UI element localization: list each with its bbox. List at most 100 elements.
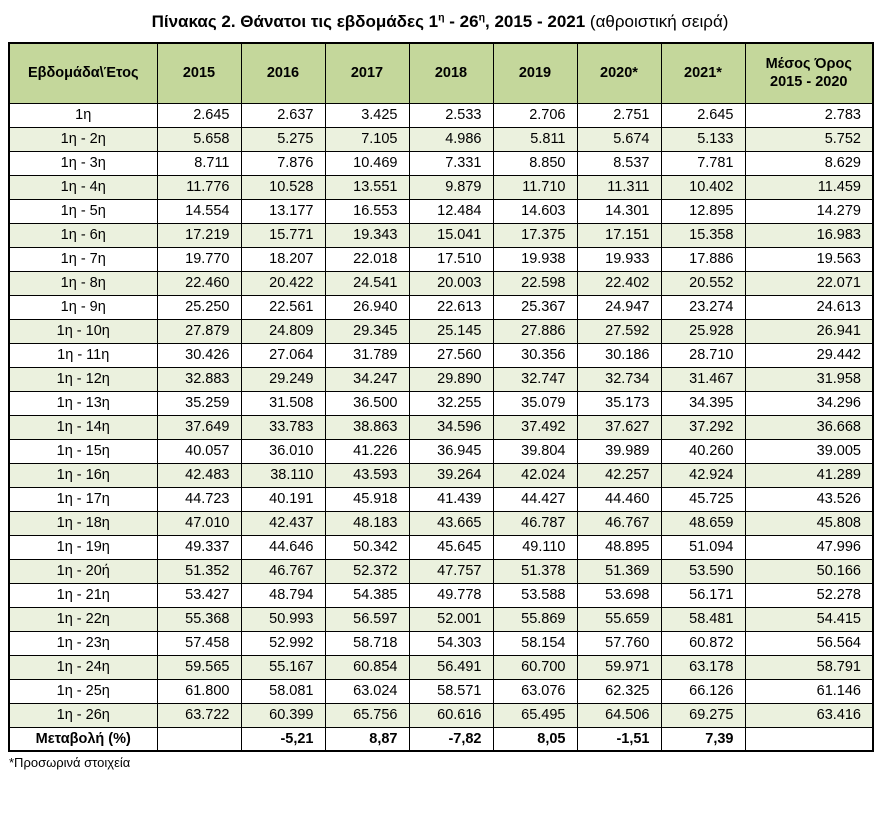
value-cell: 58.571	[408, 678, 494, 704]
value-cell: 27.560	[408, 342, 494, 368]
table-row: 1η - 25η 61.800 58.081 63.024 58.571 63.076 62…	[8, 678, 874, 704]
table-row: 1η - 26η 63.722 60.399 65.756 60.616 65.495 64…	[8, 702, 874, 728]
value-cell: 32.747	[492, 366, 578, 392]
value-cell: 14.554	[156, 198, 242, 224]
value-cell: 26.940	[324, 294, 410, 320]
value-cell: 8.537	[576, 150, 662, 176]
value-cell: 11.311	[576, 174, 662, 200]
value-cell: 43.526	[744, 486, 874, 512]
row-label: 1η - 18η	[8, 510, 158, 536]
value-cell: 41.289	[744, 462, 874, 488]
value-cell: 55.368	[156, 606, 242, 632]
value-cell: 38.110	[240, 462, 326, 488]
value-cell: 46.767	[576, 510, 662, 536]
row-label: 1η - 19η	[8, 534, 158, 560]
value-cell: 52.001	[408, 606, 494, 632]
table-row: 1η - 11η 30.426 27.064 31.789 27.560 30.356 30…	[8, 342, 874, 368]
value-cell: 32.734	[576, 366, 662, 392]
table-row: 1η - 20ή 51.352 46.767 52.372 47.757 51.378 51…	[8, 558, 874, 584]
value-cell: 60.872	[660, 630, 746, 656]
table-row: 1η - 2η 5.658 5.275 7.105 4.986 5.811 5.674 5.1…	[8, 126, 874, 152]
value-cell: 62.325	[576, 678, 662, 704]
value-cell: 27.886	[492, 318, 578, 344]
value-cell: 49.337	[156, 534, 242, 560]
value-cell: 48.183	[324, 510, 410, 536]
value-cell: 25.928	[660, 318, 746, 344]
value-cell: 32.883	[156, 366, 242, 392]
value-cell: 5.811	[492, 126, 578, 152]
value-cell: 57.760	[576, 630, 662, 656]
value-cell: 48.794	[240, 582, 326, 608]
value-cell: 53.588	[492, 582, 578, 608]
value-cell: 56.491	[408, 654, 494, 680]
value-cell: 54.385	[324, 582, 410, 608]
value-cell: 27.879	[156, 318, 242, 344]
value-cell: 14.301	[576, 198, 662, 224]
table-row: 1η - 24η 59.565 55.167 60.854 56.491 60.700 59…	[8, 654, 874, 680]
row-label: 1η - 25η	[8, 678, 158, 704]
value-cell: 46.787	[492, 510, 578, 536]
value-cell: 50.993	[240, 606, 326, 632]
value-cell: 17.510	[408, 246, 494, 272]
value-cell: 69.275	[660, 702, 746, 728]
table-row: 1η - 4η 11.776 10.528 13.551 9.879 11.710 11.3…	[8, 174, 874, 200]
value-cell: 20.552	[660, 270, 746, 296]
value-cell: 15.771	[240, 222, 326, 248]
row-label: 1η - 12η	[8, 366, 158, 392]
value-cell: 22.460	[156, 270, 242, 296]
value-cell: 32.255	[408, 390, 494, 416]
value-cell: 11.459	[744, 174, 874, 200]
value-cell: 16.553	[324, 198, 410, 224]
value-cell: 31.958	[744, 366, 874, 392]
value-cell: 36.668	[744, 414, 874, 440]
value-cell: 60.616	[408, 702, 494, 728]
column-header: 2021*	[660, 42, 746, 104]
value-cell: 51.369	[576, 558, 662, 584]
value-cell: 7.781	[660, 150, 746, 176]
row-label: 1η - 21η	[8, 582, 158, 608]
column-header: Εβδομάδα\Έτος	[8, 42, 158, 104]
value-cell: 19.563	[744, 246, 874, 272]
value-cell: 35.173	[576, 390, 662, 416]
value-cell: 13.177	[240, 198, 326, 224]
value-cell: 44.460	[576, 486, 662, 512]
value-cell: 40.057	[156, 438, 242, 464]
row-label: 1η - 14η	[8, 414, 158, 440]
value-cell: 37.492	[492, 414, 578, 440]
value-cell: 64.506	[576, 702, 662, 728]
value-cell: 56.564	[744, 630, 874, 656]
value-cell: 5.133	[660, 126, 746, 152]
value-cell: 19.343	[324, 222, 410, 248]
value-cell: 48.659	[660, 510, 746, 536]
value-cell: 24.947	[576, 294, 662, 320]
value-cell: 65.756	[324, 702, 410, 728]
value-cell: 2.645	[660, 102, 746, 128]
row-label: 1η - 8η	[8, 270, 158, 296]
table-row: 1η - 9η 25.250 22.561 26.940 22.613 25.367 24.…	[8, 294, 874, 320]
value-cell: 19.770	[156, 246, 242, 272]
value-cell: 4.986	[408, 126, 494, 152]
value-cell: 52.372	[324, 558, 410, 584]
value-cell: 43.593	[324, 462, 410, 488]
value-cell: 10.402	[660, 174, 746, 200]
value-cell: 33.783	[240, 414, 326, 440]
value-cell: 25.250	[156, 294, 242, 320]
value-cell: 14.603	[492, 198, 578, 224]
value-cell: 22.561	[240, 294, 326, 320]
value-cell: 19.933	[576, 246, 662, 272]
value-cell: 12.895	[660, 198, 746, 224]
value-cell: 25.145	[408, 318, 494, 344]
value-cell: 2.533	[408, 102, 494, 128]
row-label: 1η - 3η	[8, 150, 158, 176]
value-cell: 55.659	[576, 606, 662, 632]
value-cell: 60.700	[492, 654, 578, 680]
value-cell: 7,39	[660, 726, 746, 752]
value-cell: 58.481	[660, 606, 746, 632]
value-cell	[744, 726, 874, 752]
table-row: 1η - 19η 49.337 44.646 50.342 45.645 49.110 48…	[8, 534, 874, 560]
value-cell: 27.064	[240, 342, 326, 368]
value-cell: 25.367	[492, 294, 578, 320]
table-row: 1η - 21η 53.427 48.794 54.385 49.778 53.588 53…	[8, 582, 874, 608]
value-cell: 56.171	[660, 582, 746, 608]
column-header: 2019	[492, 42, 578, 104]
